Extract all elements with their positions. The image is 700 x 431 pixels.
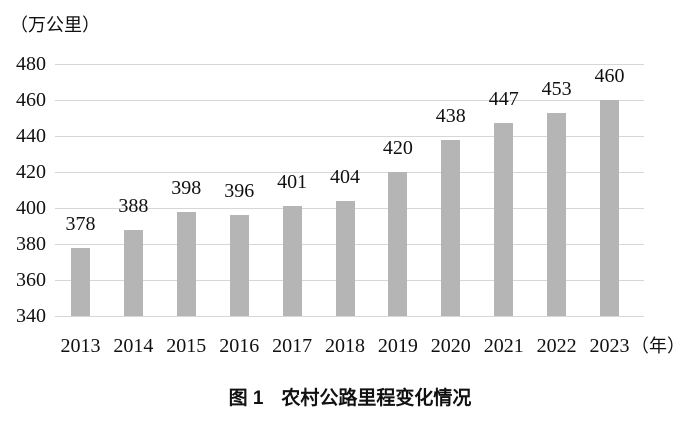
bar-value-label: 404	[330, 165, 360, 188]
x-axis-tick-label: 2023	[589, 335, 630, 357]
y-axis-tick-label: 440	[16, 125, 46, 147]
bar-value-label: 398	[171, 176, 202, 199]
figure-caption-title: 农村公路里程变化情况	[281, 388, 472, 409]
gridline-y-460	[55, 100, 644, 101]
x-axis-tick-label: 2014	[113, 335, 154, 357]
bar-value-label: 420	[382, 137, 413, 159]
y-axis-tick-label: 400	[16, 197, 46, 219]
bar-2019	[388, 172, 408, 316]
y-axis-tick-label: 380	[16, 233, 46, 255]
x-axis-unit-label: （年）	[631, 336, 685, 356]
bar-2016	[229, 215, 249, 316]
gridline-y-440	[55, 136, 644, 137]
figure-caption: 图 1 农村公路里程变化情况	[0, 383, 700, 410]
bar-value-label: 401	[277, 171, 308, 194]
bar-value-label: 460	[594, 65, 625, 87]
y-axis-tick-label: 360	[16, 269, 46, 291]
x-axis-tick-label: 2017	[272, 335, 313, 357]
bar-value-label: 438	[435, 104, 466, 127]
y-axis-tick-label: 340	[16, 305, 46, 327]
bar-value-label: 396	[224, 180, 255, 203]
x-axis-tick-label: 2018	[325, 335, 365, 357]
bar-2018	[335, 200, 355, 316]
x-axis-tick-label: 2015	[166, 335, 207, 357]
x-axis-tick-label: 2013	[60, 335, 101, 357]
x-axis-tick-label: 2021	[483, 335, 524, 357]
bar-value-label: 378	[65, 212, 96, 235]
bar-value-label: 447	[488, 88, 519, 111]
x-axis-tick-label: 2020	[430, 335, 471, 357]
bar-2021	[494, 123, 514, 316]
bar-2023	[600, 100, 619, 316]
y-axis-tick-label: 460	[16, 89, 46, 111]
plot-area: 340 360 380 400 420 440 460 480 378 2013 388 2014 39…	[16, 53, 685, 357]
bar-2017	[282, 206, 302, 316]
bar-value-label: 388	[118, 194, 149, 217]
x-axis-tick-label: 2022	[536, 335, 577, 357]
x-axis-tick-label: 2016	[219, 335, 260, 357]
bar-2013	[71, 247, 90, 316]
y-axis-tick-label: 480	[16, 53, 46, 75]
bar-2015	[176, 211, 196, 316]
figure-caption-number: 图 1	[228, 388, 264, 409]
x-axis-tick-label: 2019	[377, 335, 418, 357]
bar-2020	[441, 139, 461, 316]
gridline-y-480	[55, 64, 644, 65]
bar-2022	[547, 112, 567, 316]
y-axis-unit-label: （万公里）	[10, 15, 100, 35]
gridline-y-420	[55, 172, 644, 173]
bar-2014	[123, 229, 143, 316]
bar-value-label: 453	[541, 77, 572, 100]
y-axis-tick-label: 420	[16, 161, 46, 183]
gridline-y-340	[55, 316, 644, 317]
